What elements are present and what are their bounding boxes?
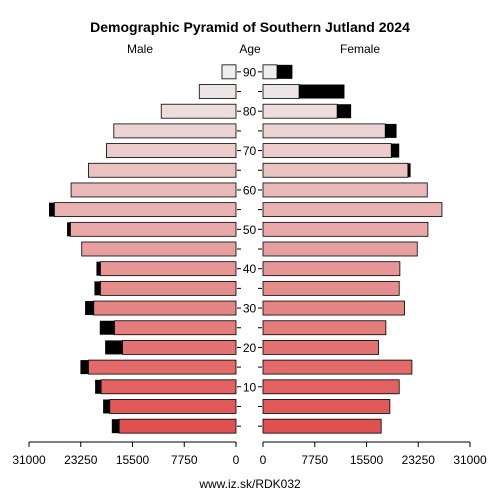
male-bar-35-39 bbox=[100, 280, 237, 296]
female-bar-60-64 bbox=[262, 182, 428, 198]
male-bar-85-89 bbox=[198, 84, 237, 99]
male-bar-20-24 bbox=[122, 340, 237, 355]
age-tick-label: 30 bbox=[243, 302, 257, 316]
male-x-tick-label: 23250 bbox=[64, 453, 98, 467]
male-extra-bar-30-34 bbox=[85, 301, 94, 316]
male-x-tick-label: 15500 bbox=[116, 453, 150, 467]
age-tick-label: 70 bbox=[243, 144, 257, 158]
male-bar-45-49 bbox=[81, 241, 237, 257]
female-extra-bar-70-74 bbox=[391, 143, 400, 158]
female-extra-bar-90plus bbox=[277, 64, 293, 79]
male-extra-bar-25-29 bbox=[99, 320, 115, 335]
male-extra-bar-10-14 bbox=[95, 379, 102, 394]
female-bar-70-74 bbox=[262, 143, 392, 158]
female-extra-bar-75-79 bbox=[385, 123, 397, 138]
male-bar-30-34 bbox=[93, 300, 237, 316]
female-bar-90plus bbox=[262, 64, 278, 80]
age-tick-label: 50 bbox=[243, 223, 257, 237]
male-extra-bar-20-24 bbox=[105, 340, 123, 355]
male-extra-bar-50-54 bbox=[67, 222, 71, 237]
male-bar-60-64 bbox=[70, 182, 237, 198]
male-bar-0-4 bbox=[118, 418, 237, 434]
female-bar-85-89 bbox=[262, 84, 300, 99]
female-x-tick-label: 15500 bbox=[350, 453, 384, 467]
female-bar-45-49 bbox=[262, 241, 418, 257]
male-bar-5-9 bbox=[109, 399, 237, 414]
female-extra-bar-80-84 bbox=[337, 104, 352, 119]
male-bar-40-44 bbox=[100, 261, 237, 277]
female-bar-65-69 bbox=[262, 162, 409, 178]
male-extra-bar-0-4 bbox=[111, 419, 120, 434]
male-x-tick-label: 31000 bbox=[12, 453, 46, 467]
female-bar-80-84 bbox=[262, 103, 338, 119]
male-label: Male bbox=[127, 42, 153, 56]
female-bar-35-39 bbox=[262, 280, 400, 296]
female-bar-5-9 bbox=[262, 399, 391, 414]
male-bar-75-79 bbox=[113, 123, 237, 139]
age-tick-label: 20 bbox=[243, 341, 257, 355]
female-bar-75-79 bbox=[262, 123, 386, 139]
male-bar-65-69 bbox=[88, 162, 237, 178]
male-bar-25-29 bbox=[114, 320, 237, 336]
male-bar-55-59 bbox=[53, 202, 237, 218]
age-label: Age bbox=[239, 42, 261, 56]
male-extra-bar-35-39 bbox=[94, 281, 101, 296]
age-tick-label: 40 bbox=[243, 262, 257, 276]
female-x-tick-label: 23250 bbox=[402, 453, 436, 467]
male-bar-70-74 bbox=[106, 143, 237, 158]
axes-group: 31000 23250 15500 7750 0 0 7750 15500 23250 31000… bbox=[12, 65, 487, 467]
female-bar-20-24 bbox=[262, 340, 379, 355]
male-x-tick-label: 0 bbox=[233, 453, 240, 467]
male-bar-80-84 bbox=[160, 103, 237, 119]
female-bar-0-4 bbox=[262, 418, 382, 434]
female-x-tick-label: 0 bbox=[260, 453, 267, 467]
age-tick-label: 80 bbox=[243, 105, 257, 119]
age-tick-label: 60 bbox=[243, 183, 257, 197]
female-bar-50-54 bbox=[262, 221, 429, 237]
male-bar-90plus bbox=[221, 64, 237, 80]
female-bar-15-19 bbox=[262, 359, 413, 375]
chart-title: Demographic Pyramid of Southern Jutland … bbox=[90, 19, 410, 35]
male-extra-bar-15-19 bbox=[80, 360, 89, 375]
male-bar-50-54 bbox=[70, 221, 237, 237]
female-bar-25-29 bbox=[262, 320, 387, 336]
male-extra-bar-55-59 bbox=[49, 202, 55, 217]
female-label: Female bbox=[340, 42, 380, 56]
female-x-tick-label: 31000 bbox=[453, 453, 487, 467]
male-bar-10-14 bbox=[100, 379, 237, 395]
age-tick-label: 90 bbox=[243, 65, 257, 79]
female-extra-bar-65-69 bbox=[407, 163, 411, 178]
male-bar-15-19 bbox=[88, 359, 237, 375]
age-tick-label: 10 bbox=[243, 380, 257, 394]
bars-group bbox=[49, 64, 443, 434]
male-extra-bar-40-44 bbox=[96, 261, 101, 276]
male-x-tick-label: 7750 bbox=[171, 453, 198, 467]
female-bar-30-34 bbox=[262, 300, 405, 316]
female-extra-bar-85-89 bbox=[299, 84, 345, 99]
footer-text: www.iz.sk/RDK032 bbox=[198, 477, 301, 491]
female-bar-55-59 bbox=[262, 202, 443, 218]
male-extra-bar-5-9 bbox=[103, 399, 110, 414]
female-bar-10-14 bbox=[262, 379, 400, 395]
female-bar-40-44 bbox=[262, 261, 401, 277]
female-x-tick-label: 7750 bbox=[301, 453, 328, 467]
